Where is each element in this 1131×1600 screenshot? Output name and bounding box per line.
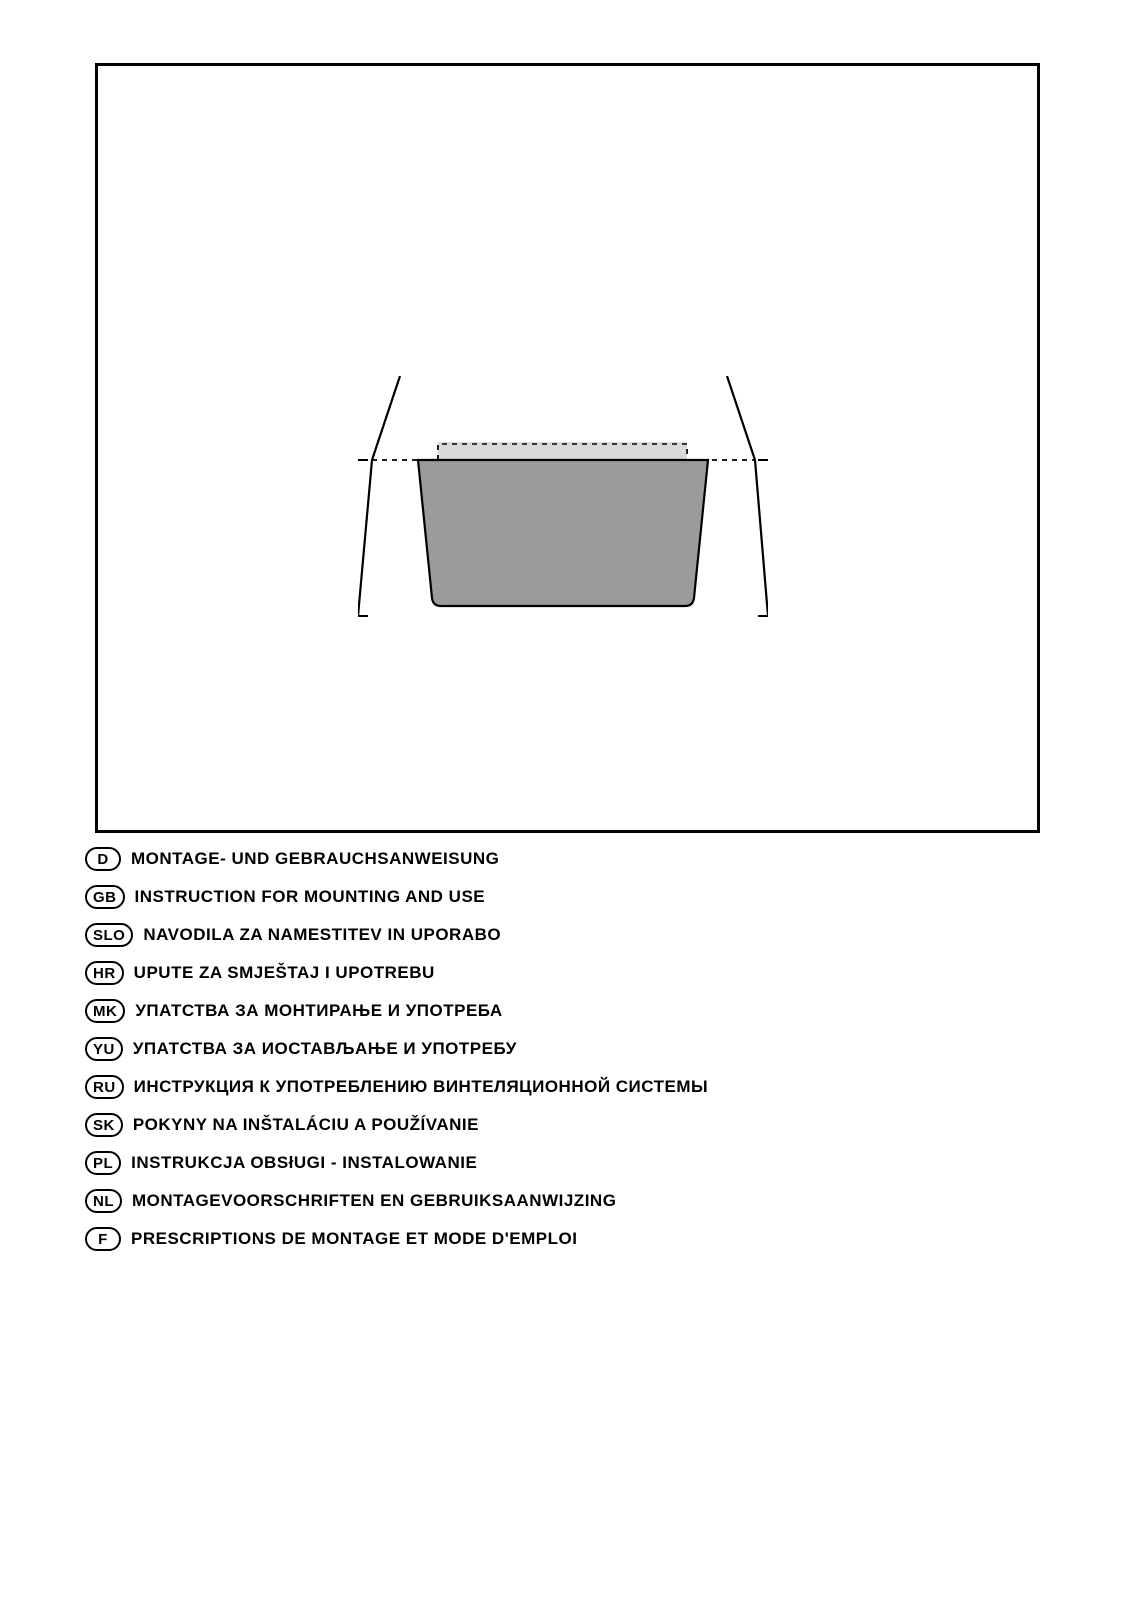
language-list: D MONTAGE- UND GEBRAUCHSANWEISUNG GB INS… [85,847,1045,1265]
lang-code-badge: YU [85,1037,123,1061]
lang-row: F PRESCRIPTIONS DE MONTAGE ET MODE D'EMP… [85,1227,1045,1251]
lang-code-badge: SLO [85,923,133,947]
lang-title: INSTRUKCJA OBSłUGI - INSTALOWANIE [131,1153,477,1173]
lang-title: ИНСТРУКЦИЯ К УПОТРЕБЛЕНИЮ ВИНТЕЛЯЦИОННОЙ… [134,1077,708,1097]
lang-title: INSTRUCTION FOR MOUNTING AND USE [135,887,486,907]
illustration-frame [95,63,1040,833]
lang-title: УПАТСТВА ЗА МОНТИРАЊЕ И УПОТРЕБА [135,1001,502,1021]
lang-title: UPUTE ZA SMJEŠTAJ I UPOTREBU [134,963,435,983]
lang-title: POKYNY NA INŠTALÁCIU A POUŽÍVANIE [133,1115,479,1135]
lang-row: GB INSTRUCTION FOR MOUNTING AND USE [85,885,1045,909]
lang-code-badge: D [85,847,121,871]
lang-title: PRESCRIPTIONS DE MONTAGE ET MODE D'EMPLO… [131,1229,577,1249]
lang-code-badge: SK [85,1113,123,1137]
page: D MONTAGE- UND GEBRAUCHSANWEISUNG GB INS… [0,0,1131,1600]
lang-title: NAVODILA ZA NAMESTITEV IN UPORABO [143,925,501,945]
lang-title: MONTAGEVOORSCHRIFTEN EN GEBRUIKSAANWIJZI… [132,1191,616,1211]
lang-row: D MONTAGE- UND GEBRAUCHSANWEISUNG [85,847,1045,871]
lang-title: MONTAGE- UND GEBRAUCHSANWEISUNG [131,849,499,869]
lang-row: SK POKYNY NA INŠTALÁCIU A POUŽÍVANIE [85,1113,1045,1137]
lang-row: SLO NAVODILA ZA NAMESTITEV IN UPORABO [85,923,1045,947]
lang-code-badge: GB [85,885,125,909]
lang-row: RU ИНСТРУКЦИЯ К УПОТРЕБЛЕНИЮ ВИНТЕЛЯЦИОН… [85,1075,1045,1099]
lang-row: PL INSTRUKCJA OBSłUGI - INSTALOWANIE [85,1151,1045,1175]
lang-code-badge: NL [85,1189,122,1213]
lang-row: MK УПАТСТВА ЗА МОНТИРАЊЕ И УПОТРЕБА [85,999,1045,1023]
lang-row: NL MONTAGEVOORSCHRIFTEN EN GEBRUIKSAANWI… [85,1189,1045,1213]
lang-code-badge: MK [85,999,125,1023]
lang-code-badge: F [85,1227,121,1251]
lang-code-badge: RU [85,1075,124,1099]
lang-row: HR UPUTE ZA SMJEŠTAJ I UPOTREBU [85,961,1045,985]
lang-row: YU УПАТСТВА ЗА ИОСТАВЉАЊЕ И УПОТРЕБУ [85,1037,1045,1061]
lang-code-badge: PL [85,1151,121,1175]
lang-code-badge: HR [85,961,124,985]
lang-title: УПАТСТВА ЗА ИОСТАВЉАЊЕ И УПОТРЕБУ [133,1039,517,1059]
hood-diagram [358,376,768,626]
